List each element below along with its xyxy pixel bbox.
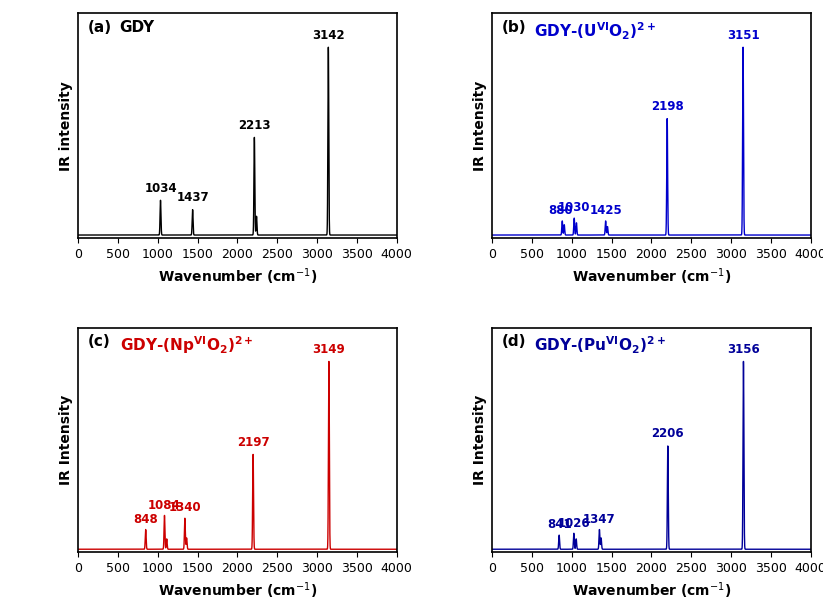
Text: 1034: 1034 xyxy=(144,182,177,195)
Y-axis label: IR Intensity: IR Intensity xyxy=(58,395,72,485)
Text: (d): (d) xyxy=(502,334,526,350)
Text: 3142: 3142 xyxy=(312,29,345,41)
Text: GDY-(U$^{\mathbf{VI}}$O$_\mathbf{2}$)$^{\mathbf{2+}}$: GDY-(U$^{\mathbf{VI}}$O$_\mathbf{2}$)$^{… xyxy=(533,20,656,41)
X-axis label: Wavenumber (cm$^{-1}$): Wavenumber (cm$^{-1}$) xyxy=(572,580,731,601)
Text: 2206: 2206 xyxy=(652,427,684,440)
Text: 1347: 1347 xyxy=(584,513,616,526)
Text: 3149: 3149 xyxy=(313,343,346,356)
Text: 1437: 1437 xyxy=(176,191,209,204)
Text: GDY-(Pu$^{\mathbf{VI}}$O$_\mathbf{2}$)$^{\mathbf{2+}}$: GDY-(Pu$^{\mathbf{VI}}$O$_\mathbf{2}$)$^… xyxy=(533,334,665,356)
Text: 1084: 1084 xyxy=(148,498,181,512)
X-axis label: Wavenumber (cm$^{-1}$): Wavenumber (cm$^{-1}$) xyxy=(572,266,731,287)
Text: 2213: 2213 xyxy=(238,119,271,132)
Text: (a): (a) xyxy=(88,20,112,35)
Text: 2198: 2198 xyxy=(651,100,684,113)
Text: 1026: 1026 xyxy=(557,517,590,529)
Text: GDY: GDY xyxy=(119,20,155,35)
Text: (c): (c) xyxy=(88,334,110,350)
Text: 880: 880 xyxy=(548,204,573,217)
Text: 1425: 1425 xyxy=(589,204,622,217)
Text: GDY-(Np$^{\mathbf{VI}}$O$_\mathbf{2}$)$^{\mathbf{2+}}$: GDY-(Np$^{\mathbf{VI}}$O$_\mathbf{2}$)$^… xyxy=(119,334,253,356)
Text: 3151: 3151 xyxy=(727,29,760,41)
Y-axis label: IR Intensity: IR Intensity xyxy=(472,395,486,485)
X-axis label: Wavenumber (cm$^{-1}$): Wavenumber (cm$^{-1}$) xyxy=(158,580,317,601)
Y-axis label: IR intensity: IR intensity xyxy=(58,81,72,171)
Text: 848: 848 xyxy=(133,513,158,526)
Text: 1030: 1030 xyxy=(558,201,590,214)
Text: 1340: 1340 xyxy=(169,501,201,514)
Y-axis label: IR Intensity: IR Intensity xyxy=(472,81,486,171)
Text: (b): (b) xyxy=(502,20,527,35)
Text: 841: 841 xyxy=(546,518,571,531)
X-axis label: Wavenumber (cm$^{-1}$): Wavenumber (cm$^{-1}$) xyxy=(158,266,317,287)
Text: 2197: 2197 xyxy=(237,436,269,449)
Text: 3156: 3156 xyxy=(727,343,760,356)
